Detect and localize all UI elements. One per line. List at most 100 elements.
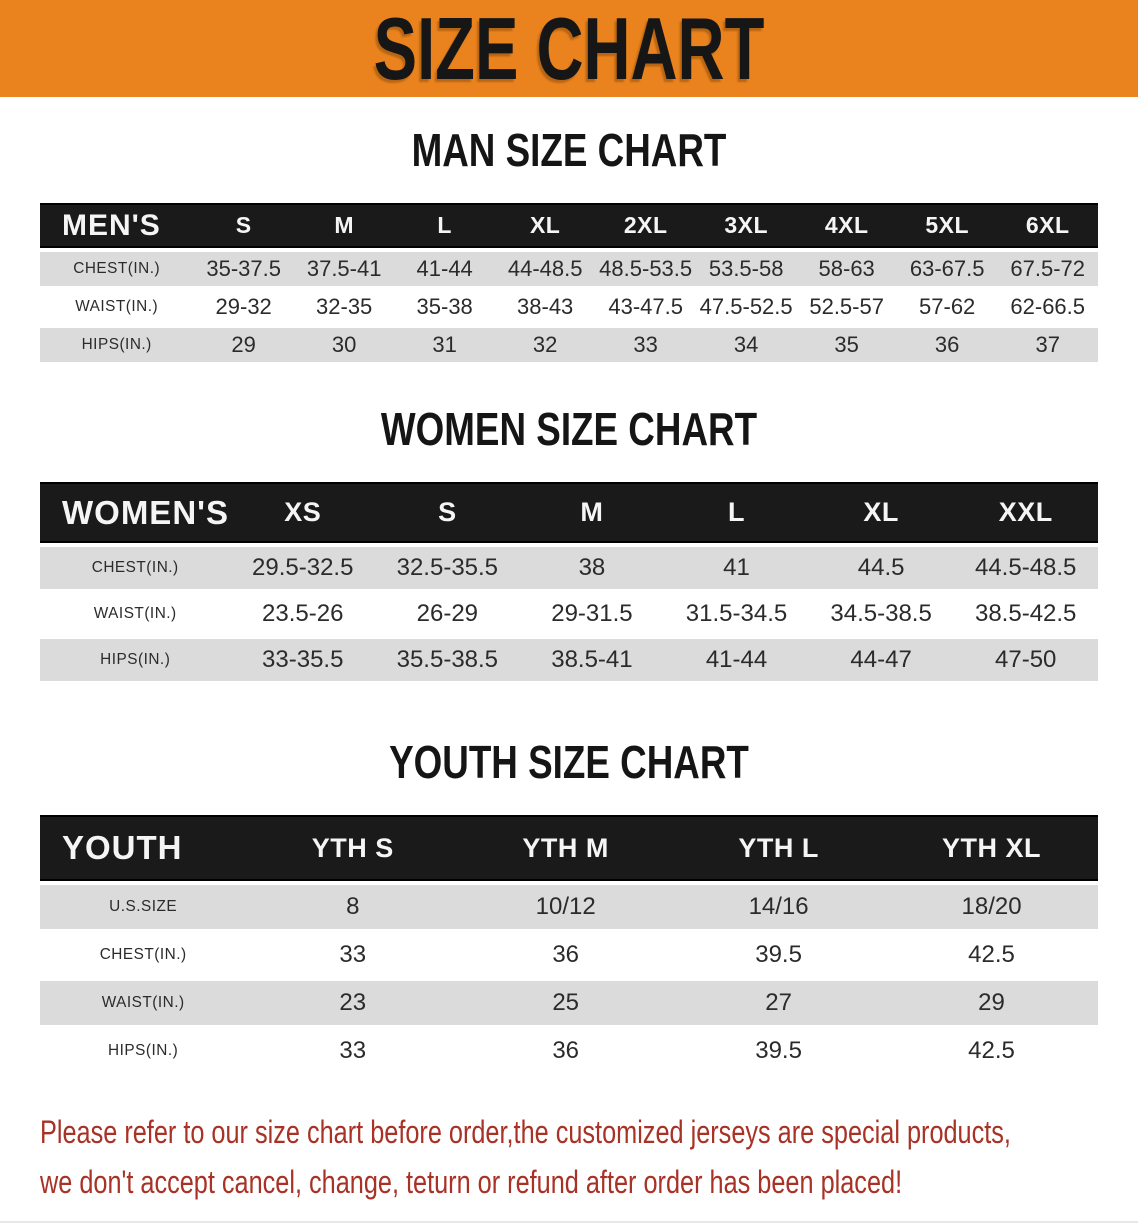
size-value-cell: 44.5-48.5: [974, 554, 1077, 581]
size-value-cell: 43-47.5: [608, 294, 683, 319]
section-title-man: MAN SIZE CHART: [411, 124, 727, 176]
table-header-row: MEN'S S M L XL 2XL 3XL 4XL 5XL 6XL: [40, 203, 1098, 248]
size-column-header: 3XL: [695, 203, 797, 248]
size-value-cell: 35-38: [416, 294, 473, 319]
footer-notice: Please refer to our size chart before or…: [40, 1107, 1138, 1221]
table-group-label: MEN'S: [40, 203, 194, 248]
size-value-cell: 18/20: [961, 893, 1022, 920]
size-column-header: YTH S: [246, 815, 460, 881]
size-column-header: L: [394, 203, 495, 248]
table-header-row: WOMEN'S XS S M L XL XXL: [40, 482, 1098, 543]
size-value-cell: 32.5-35.5: [396, 554, 499, 581]
size-value-cell: 38.5-41: [551, 646, 633, 673]
table-row: WAIST(IN.) 23.5-26 26-29 29-31.5 31.5-34.5 34…: [40, 593, 1098, 635]
size-value-cell: 33: [633, 332, 658, 357]
row-label: CHEST(IN.): [91, 559, 179, 576]
size-value-cell: 36: [552, 1037, 580, 1064]
size-value-cell: 38.5-42.5: [974, 600, 1077, 627]
section-title-women: WOMEN SIZE CHART: [380, 403, 758, 455]
size-column-header: XL: [494, 203, 596, 248]
size-value-cell: 63-67.5: [909, 256, 985, 281]
size-value-cell: 33: [339, 941, 367, 968]
table-row: CHEST(IN.) 29.5-32.5 32.5-35.5 38 41 44.5 44.5…: [40, 547, 1098, 589]
size-value-cell: 23: [339, 989, 367, 1016]
size-value-cell: 48.5-53.5: [599, 256, 693, 281]
size-value-cell: 29-32: [215, 294, 272, 319]
size-value-cell: 36: [934, 332, 960, 357]
size-value-cell: 31.5-34.5: [685, 600, 788, 627]
section-man: MAN SIZE CHART MEN'S S M L XL 2XL 3XL 4XL 5XL 6XL C…: [0, 123, 1138, 366]
banner-title: SIZE CHART: [373, 0, 765, 98]
size-value-cell: 39.5: [755, 1037, 802, 1064]
row-label: CHEST(IN.): [99, 946, 187, 963]
size-value-cell: 44.5: [857, 554, 905, 581]
size-column-header: S: [375, 482, 520, 543]
size-value-cell: 25: [552, 989, 580, 1016]
size-value-cell: 35.5-38.5: [396, 646, 499, 673]
size-value-cell: 27: [765, 989, 792, 1016]
size-value-cell: 62-66.5: [1010, 294, 1086, 319]
row-label: HIPS(IN.): [100, 651, 171, 668]
section-title-youth: YOUTH SIZE CHART: [389, 736, 749, 788]
size-value-cell: 53.5-58: [708, 256, 784, 281]
size-value-cell: 35: [834, 332, 859, 357]
size-value-cell: 41: [723, 554, 750, 581]
size-value-cell: 52.5-57: [809, 294, 884, 319]
size-value-cell: 32: [532, 332, 558, 357]
table-row: HIPS(IN.) 33-35.5 35.5-38.5 38.5-41 41-44 44-…: [40, 639, 1098, 681]
size-table-youth: YOUTH YTH S YTH M YTH L YTH XL U.S.SIZE 8 10/12…: [40, 811, 1098, 1077]
table-row: WAIST(IN.) 23 25 27 29: [40, 981, 1098, 1025]
size-value-cell: 57-62: [919, 294, 976, 319]
size-value-cell: 10/12: [535, 893, 596, 920]
size-value-cell: 29: [231, 332, 256, 357]
size-value-cell: 32-35: [316, 294, 373, 319]
size-value-cell: 36: [552, 941, 580, 968]
table-row: U.S.SIZE 8 10/12 14/16 18/20: [40, 885, 1098, 929]
size-column-header: 4XL: [796, 203, 897, 248]
row-label: CHEST(IN.): [73, 260, 161, 277]
size-value-cell: 29-31.5: [551, 600, 633, 627]
row-label: WAIST(IN.): [101, 994, 185, 1011]
size-value-cell: 47-50: [995, 646, 1057, 673]
table-group-label: YOUTH: [40, 815, 247, 881]
section-youth: YOUTH SIZE CHART YOUTH YTH S YTH M YTH L YTH …: [0, 735, 1138, 1077]
banner: SIZE CHART: [0, 0, 1138, 97]
size-column-header: M: [519, 482, 665, 543]
size-column-header: YTH M: [459, 815, 673, 881]
table-row: WAIST(IN.) 29-32 32-35 35-38 38-43 43-47.5 47.…: [40, 290, 1098, 324]
size-value-cell: 42.5: [968, 1037, 1015, 1064]
size-column-header: XXL: [953, 482, 1098, 543]
size-column-header: YTH L: [672, 815, 886, 881]
size-value-cell: 44-48.5: [507, 256, 583, 281]
size-column-header: 6XL: [997, 203, 1098, 248]
size-value-cell: 35-37.5: [206, 256, 281, 281]
size-value-cell: 29.5-32.5: [252, 554, 354, 581]
size-value-cell: 38-43: [517, 294, 574, 319]
size-value-cell: 67.5-72: [1010, 256, 1086, 281]
row-label: WAIST(IN.): [93, 605, 177, 622]
row-label: HIPS(IN.): [81, 336, 152, 353]
table-row: HIPS(IN.) 33 36 39.5 42.5: [40, 1029, 1098, 1073]
row-label: HIPS(IN.): [108, 1042, 179, 1059]
table-row: HIPS(IN.) 29 30 31 32 33 34 35 36 37: [40, 328, 1098, 362]
size-value-cell: 34.5-38.5: [830, 600, 932, 627]
table-header-row: YOUTH YTH S YTH M YTH L YTH XL: [40, 815, 1098, 881]
size-column-header: XS: [230, 482, 376, 543]
size-column-header: 5XL: [896, 203, 998, 248]
size-column-header: 2XL: [595, 203, 696, 248]
size-column-header: L: [664, 482, 809, 543]
row-label: U.S.SIZE: [109, 898, 178, 915]
size-value-cell: 34: [733, 332, 759, 357]
table-row: CHEST(IN.) 33 36 39.5 42.5: [40, 933, 1098, 977]
table-row: CHEST(IN.) 35-37.5 37.5-41 41-44 44-48.5 48.5…: [40, 252, 1098, 286]
size-value-cell: 42.5: [968, 941, 1015, 968]
size-value-cell: 39.5: [755, 941, 802, 968]
size-column-header: S: [193, 203, 294, 248]
size-table-man: MEN'S S M L XL 2XL 3XL 4XL 5XL 6XL CHEST(IN.) 35-37…: [40, 199, 1098, 366]
sections-container: MAN SIZE CHART MEN'S S M L XL 2XL 3XL 4XL 5XL 6XL C…: [0, 123, 1138, 1077]
size-table-women: WOMEN'S XS S M L XL XXL CHEST(IN.) 29.5-32.5 32.5…: [40, 478, 1098, 685]
size-value-cell: 41-44: [416, 256, 473, 281]
size-value-cell: 38: [578, 554, 606, 581]
size-value-cell: 41-44: [705, 646, 768, 673]
